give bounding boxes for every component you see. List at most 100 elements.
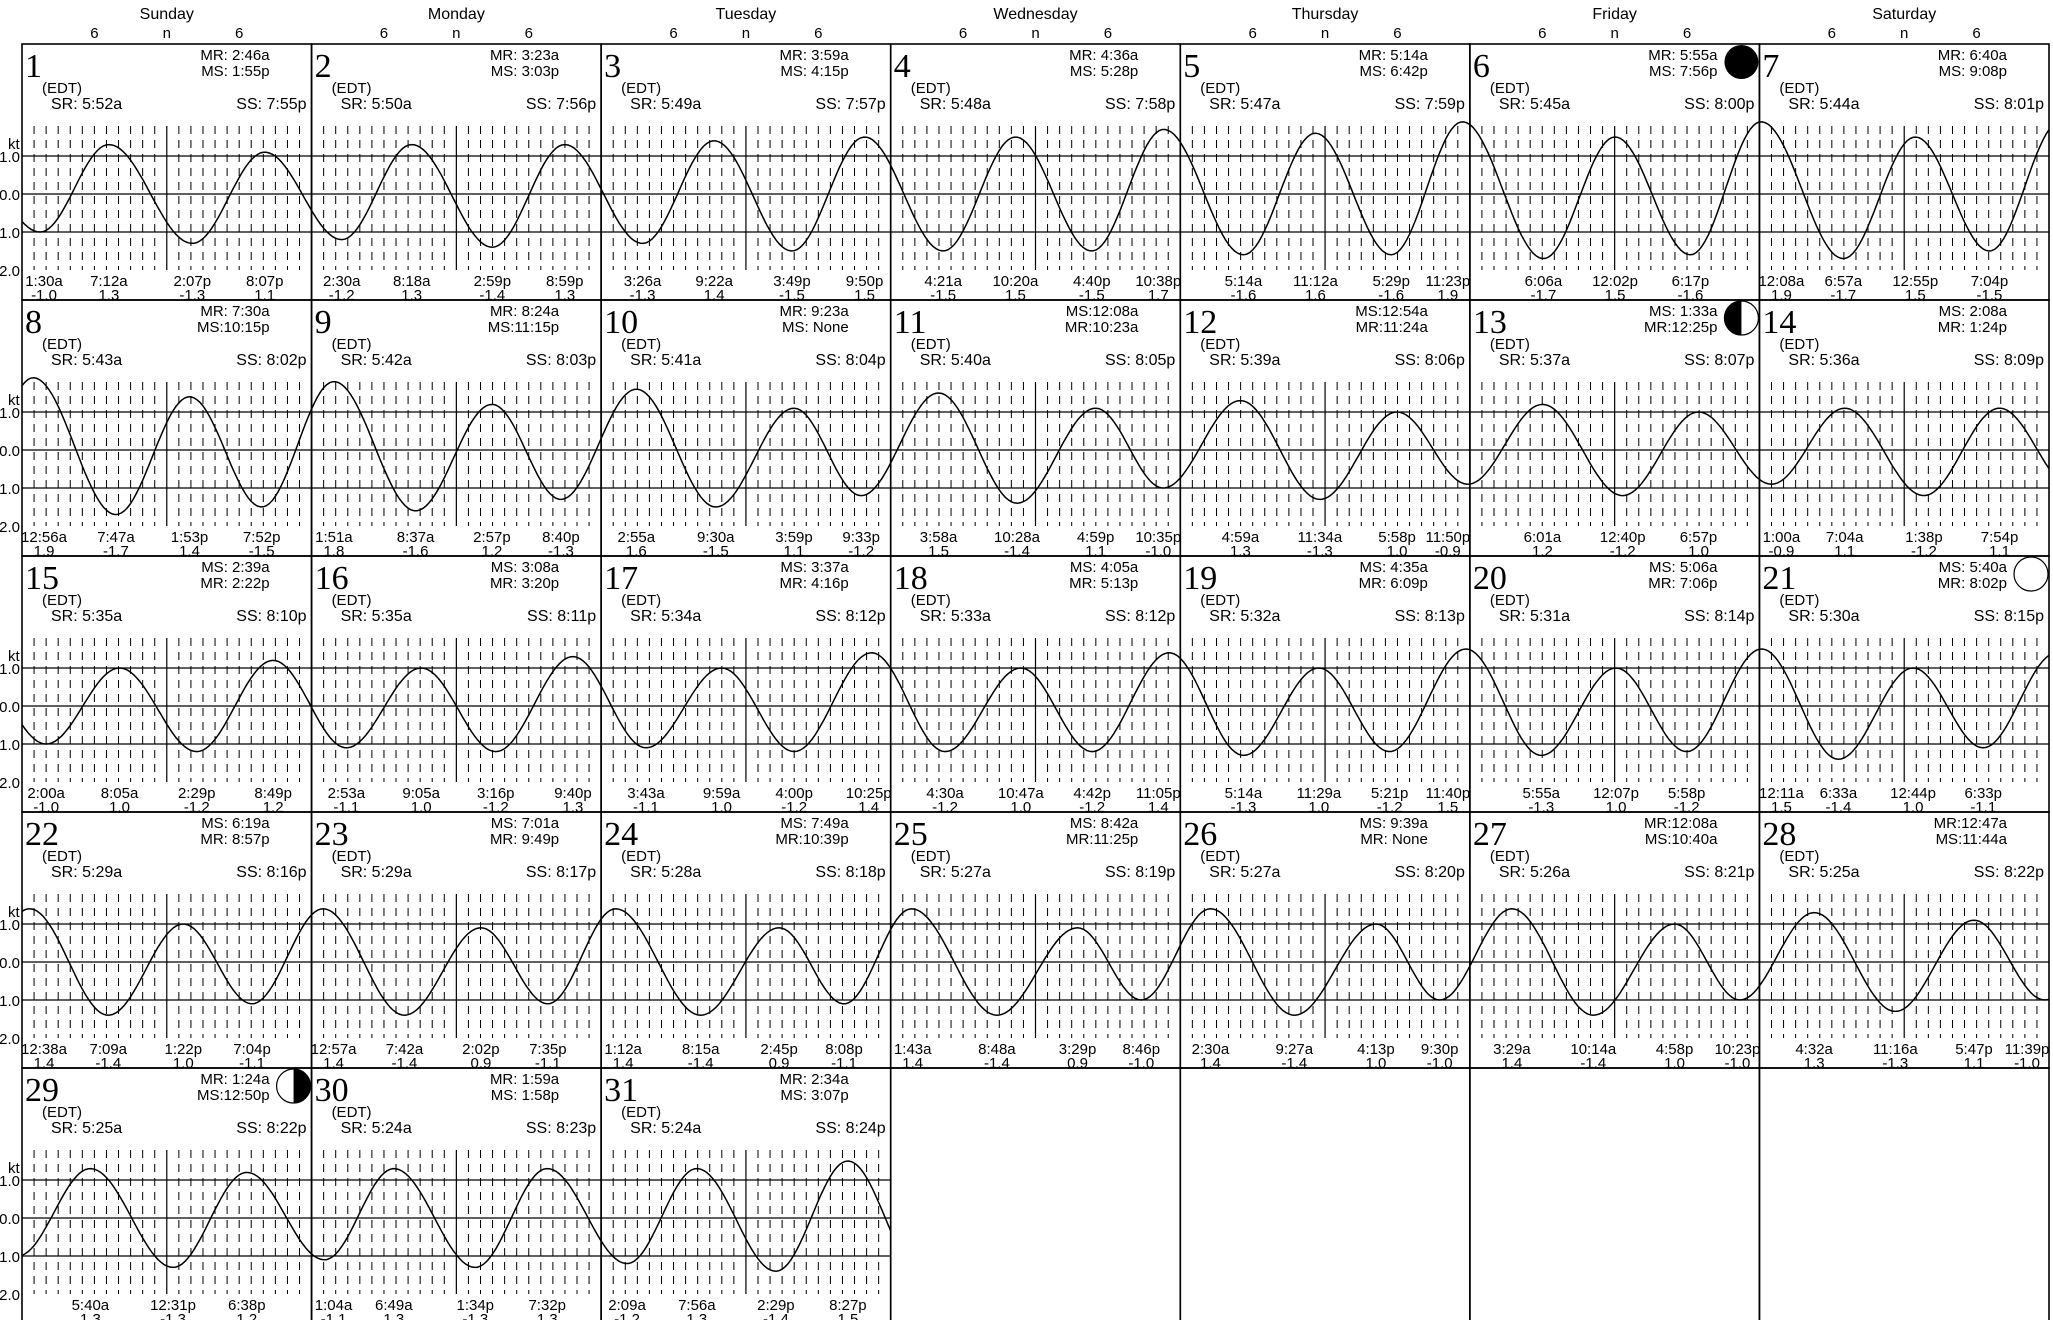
moon-line: MS: 2:39a (201, 559, 270, 576)
event-time: 1:12a (604, 1041, 642, 1058)
moon-phase-icon (1724, 45, 1759, 79)
sunrise-time: SR: 5:45a (1499, 96, 1570, 113)
event-time: 12:02p (1592, 273, 1638, 290)
timezone-label: (EDT) (1200, 336, 1240, 353)
event-speed: 1.3 (537, 1311, 558, 1320)
hour-tick-label: 6 (1538, 25, 1546, 42)
timezone-label: (EDT) (1490, 80, 1530, 97)
moon-line: MR: 5:14a (1359, 47, 1429, 64)
event-time: 12:56a (21, 529, 68, 546)
event-time: 12:07p (1593, 785, 1639, 802)
timezone-label: (EDT) (621, 1104, 661, 1121)
moon-line: MR: 1:24p (1938, 319, 2007, 336)
moon-line: MR:10:23a (1065, 319, 1139, 336)
day-number: 12 (1183, 304, 1217, 341)
event-speed: -1.2 (781, 799, 807, 816)
moon-shadow (293, 1069, 311, 1103)
moon-line: MS: 7:56p (1649, 63, 1717, 80)
event-time: 9:33p (842, 529, 880, 546)
moon-phase-icon (275, 1068, 312, 1104)
event-time: 5:14a (1225, 273, 1263, 290)
event-time: 3:16p (477, 785, 515, 802)
sunrise-time: SR: 5:36a (1788, 352, 1859, 369)
sunrise-time: SR: 5:33a (920, 608, 991, 625)
hour-tick-label: 6 (90, 25, 98, 42)
timezone-label: (EDT) (1200, 80, 1240, 97)
moon-line: MR: 5:13p (1069, 575, 1138, 592)
sunrise-time: SR: 5:35a (341, 608, 412, 625)
moon-line: MS: 4:05a (1070, 559, 1139, 576)
sunset-time: SS: 8:18p (815, 864, 885, 881)
event-speed: 1.1 (1085, 543, 1106, 560)
event-time: 2:02p (462, 1041, 500, 1058)
day-number: 21 (1762, 560, 1796, 597)
event-time: 6:06a (1525, 273, 1563, 290)
y-tick-label: 0.0 (0, 443, 20, 460)
event-time: 11:39p (2005, 1041, 2050, 1058)
event-speed: 0.9 (769, 1055, 790, 1072)
event-time: 3:59p (775, 529, 813, 546)
hour-tick-label: n (452, 25, 460, 42)
event-time: 8:15a (682, 1041, 720, 1058)
sunset-time: SS: 7:55p (236, 96, 306, 113)
event-time: 1:00a (1763, 529, 1801, 546)
timezone-label: (EDT) (332, 80, 372, 97)
event-speed: -1.7 (1830, 287, 1856, 304)
current-curve (311, 908, 602, 1016)
event-time: 2:00a (27, 785, 65, 802)
moon-line: MS: 3:08a (491, 559, 560, 576)
sunset-time: SS: 8:12p (1105, 608, 1175, 625)
event-time: 10:20a (992, 273, 1039, 290)
event-speed: -1.6 (1378, 287, 1404, 304)
event-time: 6:33p (1964, 785, 2002, 802)
unit-label: kt (8, 1160, 21, 1177)
event-time: 3:58a (920, 529, 958, 546)
event-speed: 1.3 (383, 1311, 404, 1320)
moon-line: MS: 4:15p (780, 63, 848, 80)
sunset-time: SS: 8:23p (526, 1120, 596, 1137)
sunset-time: SS: 7:56p (526, 96, 596, 113)
day-cell (889, 1067, 1182, 1320)
moon-line: MR:11:24a (1356, 319, 1429, 336)
current-curve (600, 136, 892, 252)
event-speed: 0.9 (1067, 1055, 1088, 1072)
y-tick-label: 1.0 (0, 225, 20, 242)
timezone-label: (EDT) (42, 80, 82, 97)
event-speed: 1.3 (98, 287, 119, 304)
event-time: 7:52p (243, 529, 281, 546)
timezone-label: (EDT) (1200, 848, 1240, 865)
sunset-time: SS: 8:17p (526, 864, 596, 881)
y-tick-label: 0.0 (0, 699, 20, 716)
event-speed: -1.2 (1911, 543, 1937, 560)
sunset-time: SS: 8:19p (1105, 864, 1175, 881)
event-speed: -1.1 (535, 1055, 561, 1072)
day-number: 23 (315, 816, 349, 853)
current-curve (1758, 407, 2050, 497)
event-time: 4:42p (1073, 785, 1111, 802)
moon-line: MR: 4:36a (1069, 47, 1139, 64)
moon-line: MR: 6:09p (1359, 575, 1428, 592)
moon-line: MS: 2:08a (1939, 303, 2008, 320)
hour-tick-label: 6 (525, 25, 533, 42)
event-speed: 1.9 (1771, 287, 1792, 304)
timezone-label: (EDT) (42, 592, 82, 609)
event-time: 1:22p (165, 1041, 203, 1058)
event-speed: 1.4 (1148, 799, 1169, 816)
day-number: 14 (1762, 304, 1796, 341)
y-tick-label: 2.0 (0, 1287, 20, 1304)
event-time: 1:34p (456, 1297, 494, 1314)
event-speed: -1.3 (1307, 543, 1333, 560)
sunrise-time: SR: 5:39a (1209, 352, 1280, 369)
event-time: 11:05p (1136, 785, 1181, 802)
event-speed: 1.1 (1964, 1055, 1985, 1072)
sunset-time: SS: 7:58p (1105, 96, 1175, 113)
event-time: 1:38p (1905, 529, 1943, 546)
day-number: 17 (604, 560, 638, 597)
event-time: 7:12a (90, 273, 128, 290)
event-time: 12:44p (1890, 785, 1936, 802)
event-speed: 1.3 (1230, 543, 1251, 560)
event-speed: 1.2 (263, 799, 284, 816)
day-number: 5 (1183, 48, 1200, 85)
moon-line: MR: 9:49p (490, 831, 559, 848)
moon-line: MS: 7:49a (780, 815, 849, 832)
